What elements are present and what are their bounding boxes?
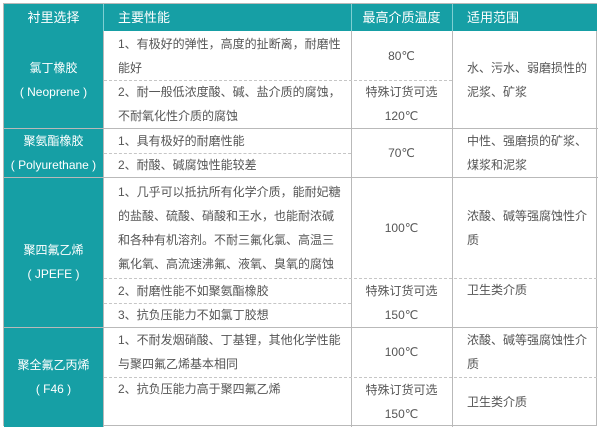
text-line: 2、耐磨性能不如聚氨酯橡胶 <box>118 283 269 298</box>
header-application: 适用范围 <box>452 4 597 31</box>
dashed-divider <box>104 80 452 81</box>
temp-value: 100℃ <box>384 345 419 359</box>
text-line: 与聚四氟乙烯基本相同 <box>118 357 239 371</box>
text-line: 不耐氧化性介质的腐蚀 <box>118 109 239 123</box>
dashed-divider <box>104 377 597 378</box>
header-text: 衬里选择 <box>27 9 80 25</box>
temp-value: 120℃ <box>384 109 419 123</box>
application: 浓酸、碱等强腐蚀性介质 <box>452 327 597 377</box>
divider <box>351 31 352 427</box>
special-temp: 特殊订货可选 120℃ <box>351 80 452 128</box>
dashed-divider <box>104 278 597 279</box>
performance-item: 2、抗负压能力高于聚四氟乙烯 <box>103 377 351 427</box>
temp-value: 150℃ <box>384 407 419 421</box>
special-order-label: 特殊订货可选 <box>365 85 438 99</box>
header-text: 主要性能 <box>118 9 171 25</box>
lining-name-en: ( Polyurethane ) <box>10 157 97 172</box>
lining-name: 聚氨酯橡胶 <box>23 133 84 148</box>
text-line: 煤浆和泥浆 <box>467 157 528 172</box>
temp-value: 150℃ <box>384 307 419 322</box>
max-temp: 100℃ <box>351 327 452 377</box>
performance-item: 1、不耐发烟硝酸、丁基锂，其他化学性能 与聚四氟乙烯基本相同 <box>103 327 351 377</box>
text-line: 2、耐一般低浓度酸、碱、盐介质的腐蚀， <box>118 85 341 99</box>
text-line: 泥浆、矿浆 <box>467 84 528 99</box>
performance-item: 1、具有极好的耐磨性能 <box>103 128 351 153</box>
text-line: 1、有极好的弹性，高度的扯断离，耐磨性 <box>118 36 341 51</box>
lining-f46: 聚全氟乙丙烯 ( F46 ) <box>4 327 103 427</box>
performance-item: 1、几乎可以抵抗所有化学介质，能耐妃糖 的盐酸、硫酸、硝酸和王水，也能耐浓碱 和各种… <box>103 177 351 278</box>
max-temp: 70℃ <box>351 128 452 177</box>
text-line: 卫生类介质 <box>467 395 528 409</box>
text-line: 3、抗负压能力不如氯丁胶想 <box>118 308 269 322</box>
text-line: 能好 <box>118 60 143 75</box>
text-line: 质 <box>467 357 480 371</box>
application: 中性、强磨损的矿浆、 煤浆和泥浆 <box>452 128 597 177</box>
text-line: 和各种有机溶剂。不耐三氟化氯、高温三 <box>118 232 335 247</box>
special-order-label: 特殊订货可选 <box>365 383 438 397</box>
header-lining: 衬里选择 <box>4 4 103 31</box>
text-line: 1、具有极好的耐磨性能 <box>118 133 245 148</box>
header-text: 最高介质温度 <box>362 9 441 25</box>
text-line: 1、不耐发烟硝酸、丁基锂，其他化学性能 <box>118 333 341 347</box>
divider <box>103 4 104 31</box>
dashed-divider <box>104 303 351 304</box>
divider <box>452 4 453 31</box>
header-temperature: 最高介质温度 <box>351 4 452 31</box>
divider <box>4 128 598 129</box>
performance-item: 2、耐一般低浓度酸、碱、盐介质的腐蚀， 不耐氧化性介质的腐蚀 <box>103 80 351 128</box>
text-line: 水、污水、弱磨损性的 <box>467 60 588 75</box>
divider <box>103 31 104 427</box>
lining-name-en: ( F46 ) <box>35 382 72 396</box>
temp-value: 100℃ <box>384 220 419 235</box>
application: 浓酸、碱等强腐蚀性介质 <box>452 177 597 278</box>
text-line: 质 <box>467 232 480 247</box>
text-line: 浓酸、碱等强腐蚀性介 <box>467 208 588 223</box>
lining-name: 氯丁橡胶 <box>29 60 78 75</box>
text-line: 浓酸、碱等强腐蚀性介 <box>467 333 588 347</box>
lining-table: 衬里选择 主要性能 最高介质温度 适用范围 氯丁橡胶 ( Neoprene ) 聚… <box>3 3 598 427</box>
text-line: 氟化氧、高流速沸氟、液氧、臭氧的腐蚀 <box>118 256 335 271</box>
lining-polyurethane: 聚氨酯橡胶 ( Polyurethane ) <box>4 128 103 177</box>
performance-item: 1、有极好的弹性，高度的扯断离，耐磨性 能好 <box>103 31 351 80</box>
application: 卫生类介质 <box>452 278 597 327</box>
special-temp: 特殊订货可选 150℃ <box>351 278 452 327</box>
text-line: 中性、强磨损的矿浆、 <box>467 133 588 148</box>
max-temp: 100℃ <box>351 177 452 278</box>
performance-item: 3、抗负压能力不如氯丁胶想 <box>103 303 351 327</box>
lining-ptfe: 聚四氟乙烯 ( JPEFE ) <box>4 177 103 327</box>
application: 水、污水、弱磨损性的 泥浆、矿浆 <box>452 31 597 128</box>
text-line: 卫生类介质 <box>467 283 528 297</box>
dashed-divider <box>104 153 351 154</box>
temp-value: 80℃ <box>388 48 415 63</box>
temp-value: 70℃ <box>388 145 415 160</box>
header-performance: 主要性能 <box>103 4 351 31</box>
lining-name-en: ( Neoprene ) <box>19 84 88 99</box>
text-line: 1、几乎可以抵抗所有化学介质，能耐妃糖 <box>118 184 341 199</box>
lining-name: 聚四氟乙烯 <box>23 243 84 257</box>
header-text: 适用范围 <box>467 9 520 25</box>
divider <box>4 177 598 178</box>
text-line: 的盐酸、硫酸、硝酸和王水，也能耐浓碱 <box>118 208 335 223</box>
text-line: 2、耐酸、碱腐蚀性能较差 <box>118 158 257 172</box>
lining-name-en: ( JPEFE ) <box>27 267 80 281</box>
application: 卫生类介质 <box>452 377 597 427</box>
lining-neoprene: 氯丁橡胶 ( Neoprene ) <box>4 31 103 128</box>
performance-item: 2、耐磨性能不如聚氨酯橡胶 <box>103 278 351 303</box>
performance-item: 2、耐酸、碱腐蚀性能较差 <box>103 153 351 177</box>
max-temp: 80℃ <box>351 31 452 80</box>
special-order-label: 特殊订货可选 <box>365 283 438 298</box>
text-line: 2、抗负压能力高于聚四氟乙烯 <box>118 382 281 396</box>
divider <box>452 31 453 427</box>
divider <box>351 4 352 31</box>
divider <box>4 327 598 328</box>
lining-name: 聚全氟乙丙烯 <box>17 358 90 372</box>
special-temp: 特殊订货可选 150℃ <box>351 377 452 427</box>
